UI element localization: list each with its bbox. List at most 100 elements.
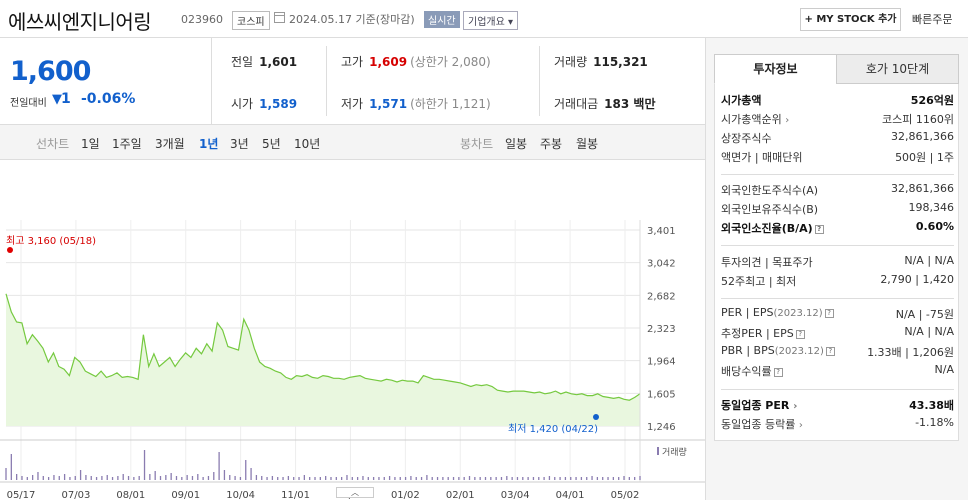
price-line	[5, 293, 641, 401]
trading-amount: 거래대금 183 백만	[554, 97, 656, 111]
foreign-ratio-row: 외국인소진율(B/A)? 0.60%	[721, 220, 954, 236]
period-bar: 선차트 1일 1주일 3개월 1년 3년 5년 10년 봉차트 일봉 주봉 월봉	[0, 124, 705, 160]
foreign-hold-row: 외국인보유주식수(B) 198,346	[721, 201, 954, 216]
y-tick-label: 2,682	[647, 291, 676, 302]
per-row: PER | EPS(2023.12)? N/A | -75원	[721, 306, 954, 321]
low-label: 최저 1,420 (04/22)	[508, 423, 598, 435]
period-1d[interactable]: 1일	[81, 137, 100, 151]
pbr-row: PBR | BPS(2023.12)? 1.33배 | 1,206원	[721, 344, 954, 359]
high-price: 고가 1,609 (상한가 2,080)	[341, 55, 491, 69]
low-marker	[593, 414, 599, 420]
invest-info-box: 시가총액 526억원 시가총액순위 › 코스피 1160위 상장주식수 32,861,…	[714, 84, 959, 441]
x-tick-label: 09/01	[171, 490, 200, 500]
estimated-per-row: 추정PER | EPS? N/A | N/A	[721, 325, 954, 341]
x-tick-label: 11/01	[281, 490, 310, 500]
x-tick-label: 10/04	[226, 490, 255, 500]
market-cap-row: 시가총액 526억원	[721, 94, 954, 107]
info-panel: 투자정보 호가 10단계 시가총액 526억원 시가총액순위 › 코스피 1160위…	[705, 38, 968, 500]
52week-row: 52주최고 | 최저 2,790 | 1,420	[721, 273, 954, 288]
help-icon[interactable]: ?	[795, 329, 805, 339]
chevron-up-icon[interactable]: ︿	[336, 487, 374, 498]
help-icon[interactable]: ?	[825, 346, 835, 356]
divider	[326, 46, 327, 116]
candle-monthly[interactable]: 월봉	[576, 137, 599, 151]
x-tick-label: 07/03	[61, 490, 90, 500]
quote-date: 2024.05.17 기준(장마감)	[289, 13, 415, 26]
change-value: 1	[61, 91, 71, 107]
current-price: 1,600	[10, 56, 91, 87]
price-box: 1,600 전일대비 ▼ 1 -0.06%	[0, 38, 212, 124]
help-icon[interactable]: ?	[814, 224, 824, 234]
volume: 거래량 115,321	[554, 55, 648, 69]
x-tick-label: 04/01	[556, 490, 585, 500]
line-chart-label: 선차트	[36, 137, 70, 151]
foreign-limit-row: 외국인한도주식수(A) 32,861,366	[721, 182, 954, 197]
dividend-row: 배당수익률? N/A	[721, 363, 954, 379]
period-1w[interactable]: 1주일	[112, 137, 142, 151]
realtime-button[interactable]: 실시간	[424, 11, 460, 28]
period-3y[interactable]: 3년	[230, 137, 249, 151]
high-marker	[7, 247, 13, 253]
divider	[721, 298, 954, 299]
volume-label: 거래량	[662, 446, 687, 458]
x-tick-label: 02/01	[446, 490, 475, 500]
divider	[721, 389, 954, 390]
candle-daily[interactable]: 일봉	[505, 137, 528, 151]
stock-code: 023960	[181, 13, 223, 26]
per-label: PER | EPS(2023.12)?	[721, 306, 834, 319]
par-value-row: 액면가 | 매매단위 500원 | 1주	[721, 151, 954, 164]
stock-header: 에쓰씨엔지니어링 023960 코스피 2024.05.17 기준(장마감) 실…	[0, 0, 968, 38]
industry-rate-label[interactable]: 동일업종 등락률 ›	[721, 418, 803, 431]
market-cap-rank-row: 시가총액순위 › 코스피 1160위	[721, 113, 954, 126]
x-tick-label: 03/04	[501, 490, 530, 500]
high-label: 최고 3,160 (05/18)	[6, 235, 96, 247]
y-tick-label: 3,042	[647, 259, 676, 270]
company-overview-dropdown[interactable]: 기업개요 ▾	[463, 11, 518, 30]
shares-row: 상장주식수 32,861,366	[721, 130, 954, 145]
y-tick-label: 1,246	[647, 422, 676, 433]
foreign-ratio-label: 외국인소진율(B/A)?	[721, 220, 824, 236]
add-my-stock-button[interactable]: + MY STOCK 추가	[800, 8, 901, 31]
industry-per-label[interactable]: 동일업종 PER ›	[721, 399, 798, 412]
y-tick-label: 1,605	[647, 389, 676, 400]
quote-table: 전일 1,601 시가 1,589 고가 1,609 (상한가 2,080) 저가 1,5…	[212, 38, 705, 124]
stock-name: 에쓰씨엔지니어링	[8, 10, 152, 34]
divider	[721, 245, 954, 246]
pbr-label: PBR | BPS(2023.12)?	[721, 344, 835, 357]
price-area	[6, 293, 640, 426]
tab-quote-10[interactable]: 호가 10단계	[836, 54, 959, 84]
volume-legend-icon	[657, 447, 659, 455]
y-tick-label: 1,964	[647, 357, 676, 368]
industry-rate-row: 동일업종 등락률 › -1.18%	[721, 416, 954, 431]
est-per-label: 추정PER | EPS?	[721, 325, 805, 341]
opinion-row: 투자의견 | 목표주가 N/A | N/A	[721, 254, 954, 269]
help-icon[interactable]: ?	[773, 367, 783, 377]
tab-invest-info[interactable]: 투자정보	[714, 54, 837, 84]
x-tick-label: 01/02	[391, 490, 420, 500]
x-tick-label: 08/01	[116, 490, 145, 500]
rank-label: 시가총액순위 ›	[721, 113, 790, 126]
prev-close: 전일 1,601	[231, 55, 298, 69]
divider	[721, 174, 954, 175]
change-label: 전일대비	[10, 98, 47, 109]
period-10y[interactable]: 10년	[294, 137, 321, 151]
dividend-label: 배당수익률?	[721, 363, 783, 379]
period-5y[interactable]: 5년	[262, 137, 281, 151]
quick-order-link[interactable]: 빠른주문	[912, 13, 953, 26]
x-tick-label: 05/17	[7, 490, 36, 500]
main-panel: 1,600 전일대비 ▼ 1 -0.06% 전일 1,601 시가 1,589 고가…	[0, 38, 705, 500]
period-1y[interactable]: 1년	[199, 137, 219, 151]
y-tick-label: 3,401	[647, 226, 676, 237]
help-icon[interactable]: ?	[824, 308, 834, 318]
period-3m[interactable]: 3개월	[155, 137, 185, 151]
calendar-icon	[274, 12, 285, 23]
y-tick-label: 2,323	[647, 324, 676, 335]
market-badge: 코스피	[232, 11, 270, 30]
price-chart[interactable]: 3,401 3,042 2,682 2,323 1,964 1,605 1,246 05/17…	[0, 160, 705, 500]
candle-weekly[interactable]: 주봉	[540, 137, 563, 151]
change-percent: -0.06%	[81, 91, 136, 107]
industry-per-row: 동일업종 PER › 43.38배	[721, 399, 954, 412]
divider	[539, 46, 540, 116]
open-price: 시가 1,589	[231, 97, 298, 111]
price-chart-svg[interactable]: 3,401 3,042 2,682 2,323 1,964 1,605 1,246 05/17…	[0, 160, 705, 500]
